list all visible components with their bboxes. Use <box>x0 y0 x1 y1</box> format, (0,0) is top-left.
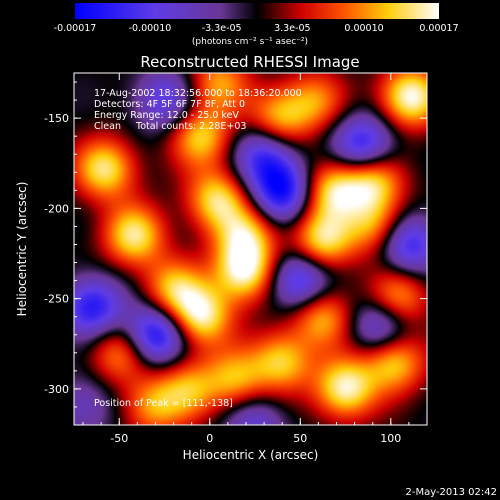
colorbar-tick-label: -0.00010 <box>128 23 172 34</box>
plot-area: 17-Aug-2002 18:32:56.000 to 18:36:20.000… <box>74 73 427 425</box>
x-tick-label: 0 <box>206 432 213 445</box>
y-tick-label: -200 <box>44 202 69 215</box>
colorbar-tick-label: -0.00017 <box>53 23 97 34</box>
annotation-energy-range: Energy Range: 12.0 - 25.0 keV <box>94 110 239 121</box>
axes-frame <box>73 72 428 426</box>
colorbar-tick-label: 0.00017 <box>419 23 459 34</box>
annotation-total-counts: Clean Total counts: 2.28E+03 <box>94 121 247 132</box>
heatmap-image <box>74 73 427 425</box>
colorbar <box>75 3 439 19</box>
annotation-time-range: 17-Aug-2002 18:32:56.000 to 18:36:20.000 <box>94 88 302 99</box>
x-tick-label: -50 <box>110 432 128 445</box>
colorbar-tick-label: 0.00010 <box>344 23 384 34</box>
annotation-detectors: Detectors: 4F 5F 6F 7F 8F, Att 0 <box>94 99 246 110</box>
colorbar-units: (photons cm⁻² s⁻¹ asec⁻²) <box>191 37 309 47</box>
x-tick-label: 50 <box>293 432 307 445</box>
y-tick-label: -300 <box>44 383 69 396</box>
x-axis-label: Heliocentric X (arcsec) <box>182 448 319 462</box>
colorbar-tick-label: 3.3e-05 <box>274 23 311 34</box>
peak-position-label: Position of Peak = [111,-138] <box>94 398 233 409</box>
timestamp: 2-May-2013 02:42 <box>405 487 497 498</box>
x-tick-label: 100 <box>380 432 401 445</box>
y-tick-label: -250 <box>44 293 69 306</box>
y-tick-label: -150 <box>44 112 69 125</box>
chart-title: Reconstructed RHESSI Image <box>140 53 360 71</box>
y-axis-label: Heliocentric Y (arcsec) <box>15 181 29 317</box>
colorbar-tick-label: -3.3e-05 <box>201 23 242 34</box>
